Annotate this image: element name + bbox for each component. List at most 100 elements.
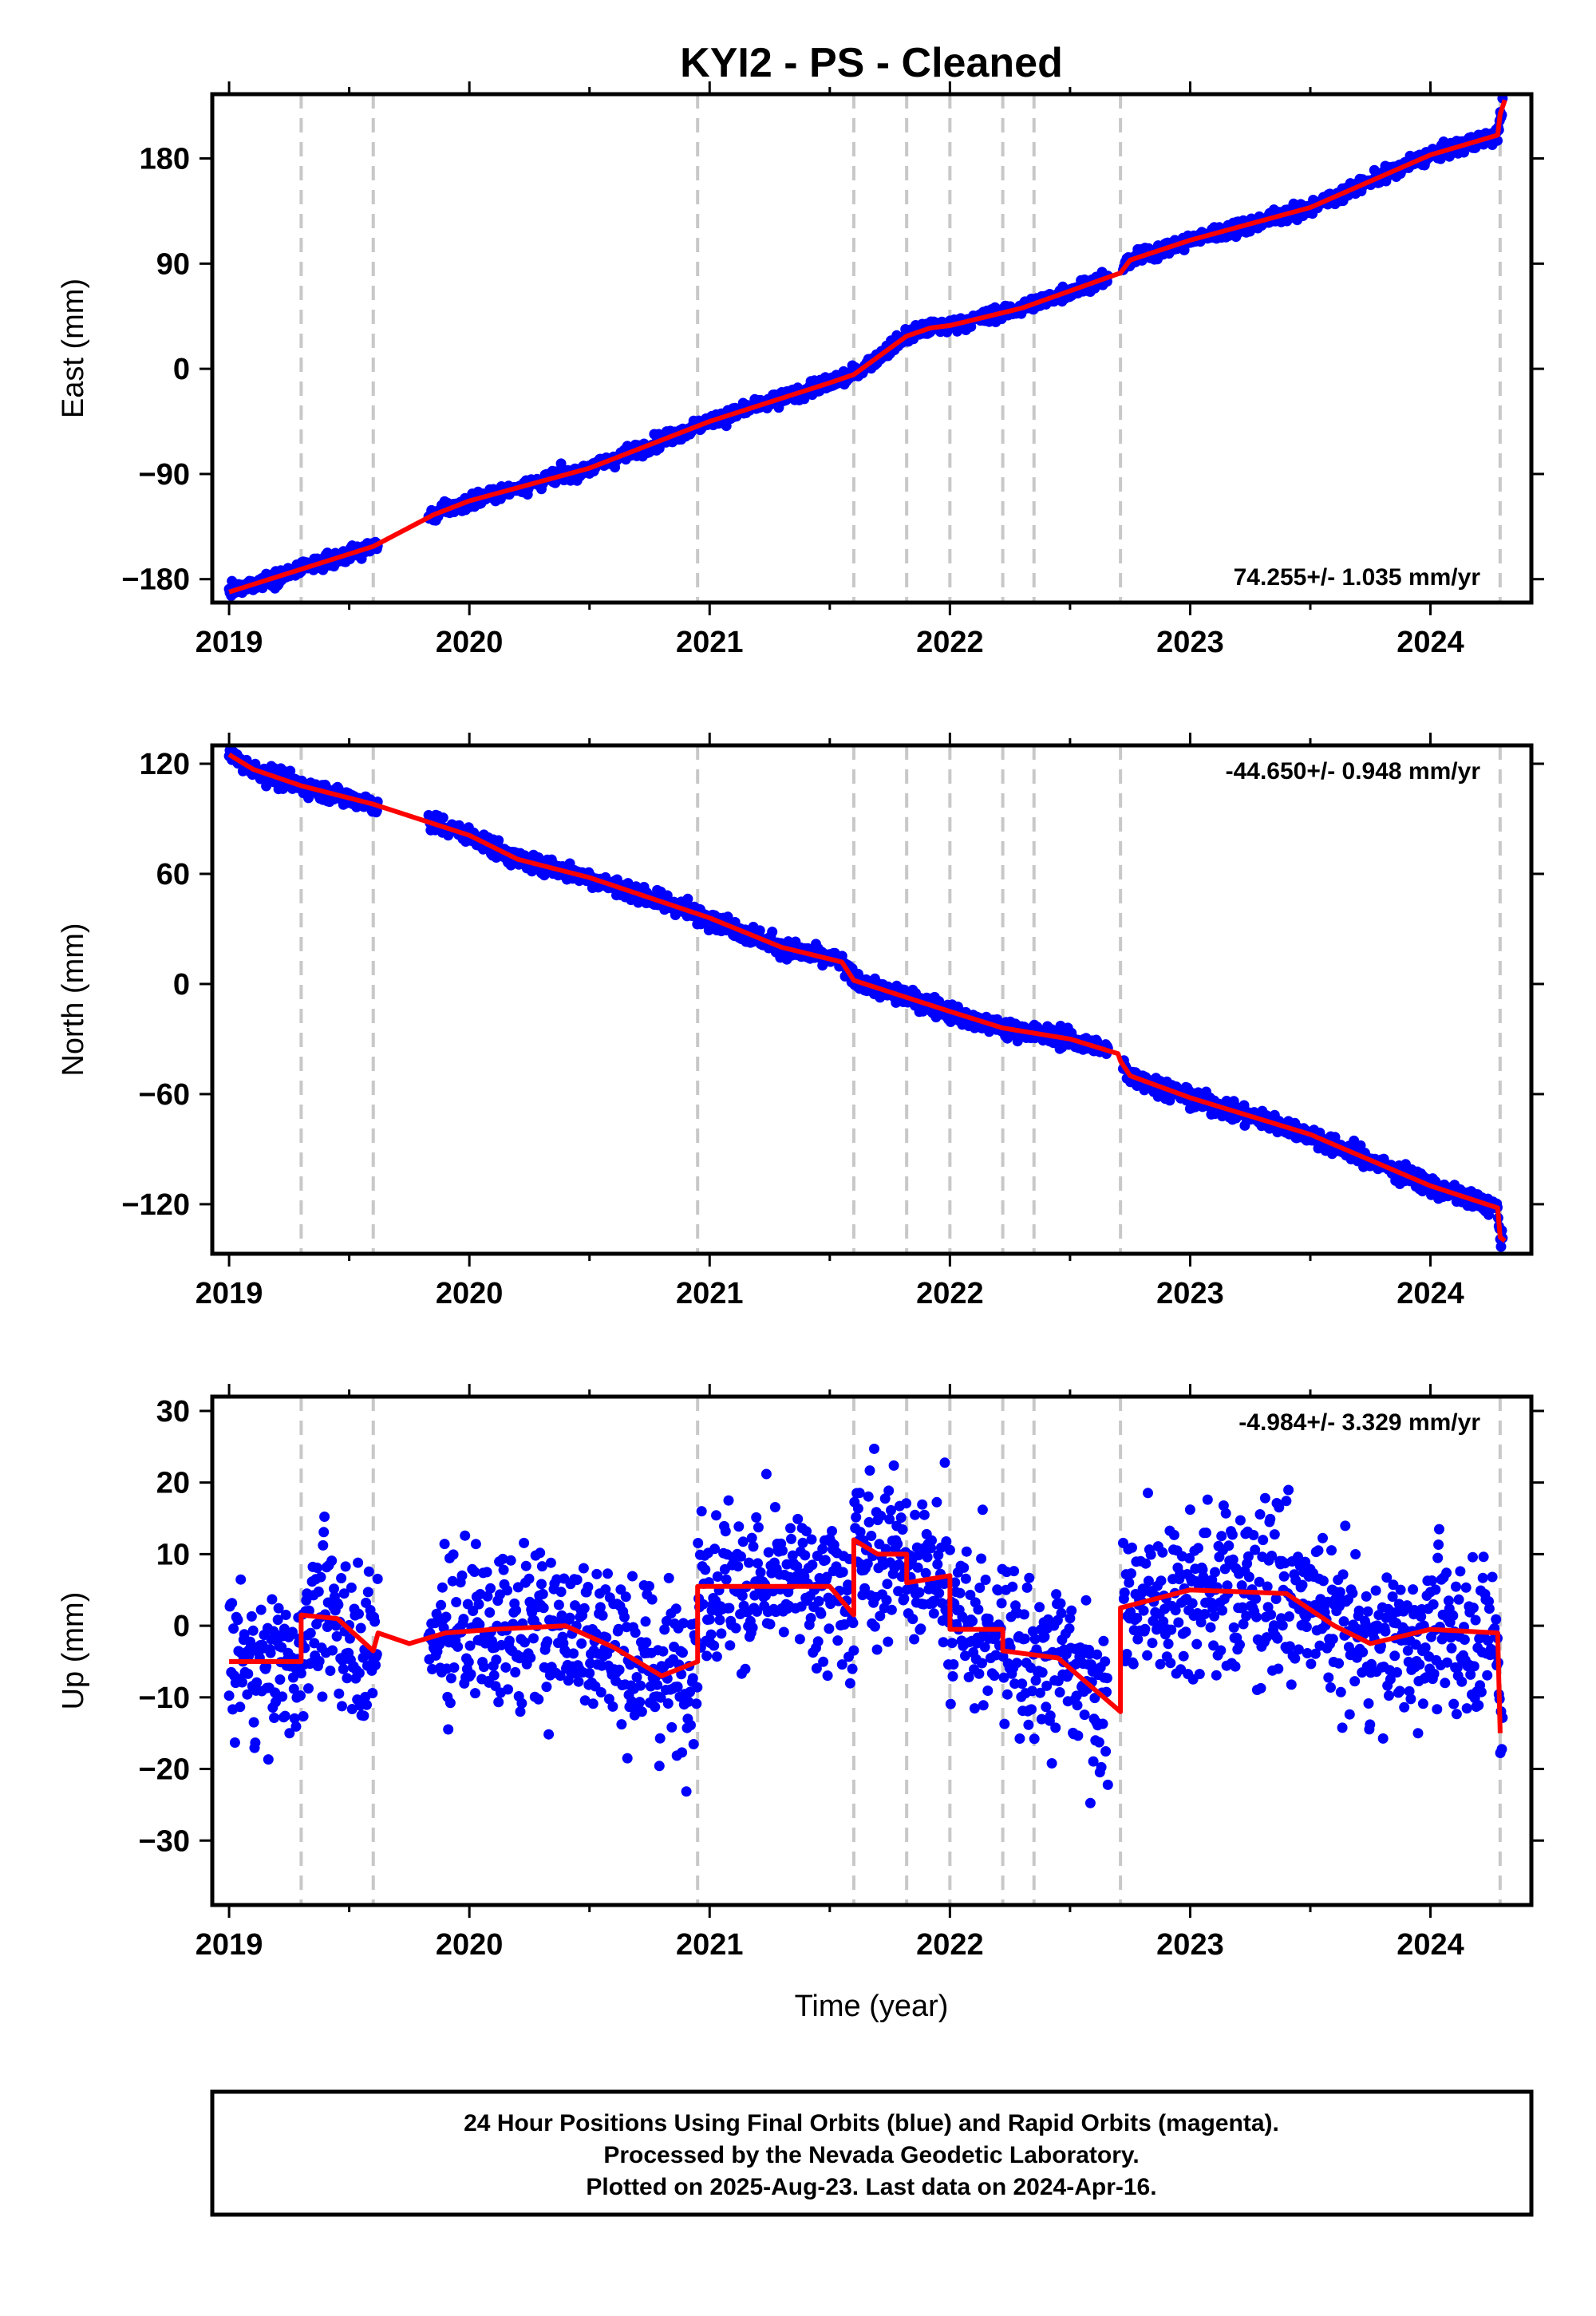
data-point	[439, 1539, 450, 1550]
data-point	[1165, 1658, 1176, 1669]
data-point	[1313, 1545, 1324, 1556]
data-point	[333, 1599, 344, 1611]
data-point	[1327, 1634, 1338, 1645]
data-point	[918, 1509, 930, 1520]
data-point	[1163, 1638, 1174, 1650]
data-point	[1250, 1544, 1261, 1555]
data-point	[555, 1587, 567, 1598]
data-point	[1187, 1598, 1198, 1609]
data-point	[792, 1561, 803, 1572]
x-tick-label: 2021	[676, 1277, 744, 1310]
data-point	[1014, 1733, 1025, 1744]
y-axis-label-east: East (mm)	[57, 279, 90, 418]
data-point	[1191, 1638, 1203, 1650]
data-point	[685, 1720, 696, 1731]
y-tick-label: 120	[140, 748, 190, 781]
data-point	[583, 1582, 594, 1592]
data-point	[1251, 1611, 1262, 1622]
data-point	[503, 1684, 513, 1695]
data-point	[807, 1559, 818, 1571]
data-point	[818, 1656, 829, 1667]
data-point	[1207, 1603, 1219, 1614]
data-point	[1270, 1594, 1282, 1604]
data-point	[1184, 1553, 1195, 1563]
data-point	[630, 1627, 641, 1638]
data-point	[346, 1582, 357, 1593]
x-tick-label: 2023	[1156, 626, 1224, 659]
data-point	[851, 1512, 862, 1523]
data-point	[469, 1567, 480, 1577]
data-point	[1001, 1689, 1013, 1700]
data-point	[313, 1586, 324, 1597]
panels-layer: 2019 2020 2021 2022 2023 2024−180−90090180Eas…	[57, 81, 1544, 1962]
data-point	[880, 1543, 891, 1555]
data-point	[630, 881, 642, 892]
data-point	[553, 1599, 564, 1611]
data-point	[1361, 1591, 1372, 1602]
data-point	[427, 1664, 438, 1674]
data-point	[1377, 1733, 1389, 1744]
data-point	[255, 1604, 267, 1615]
data-point	[662, 1698, 674, 1709]
data-point	[751, 1512, 762, 1523]
data-point	[1349, 1676, 1361, 1687]
data-point	[1021, 1582, 1033, 1593]
x-tick-label: 2024	[1396, 1277, 1464, 1310]
data-point	[661, 1615, 672, 1626]
data-point	[448, 1549, 459, 1560]
data-point	[855, 1527, 866, 1538]
data-point	[502, 1585, 513, 1596]
data-point	[755, 1567, 766, 1578]
data-point	[463, 1657, 474, 1667]
data-point	[792, 1513, 804, 1524]
data-point	[370, 1659, 381, 1670]
data-point	[1125, 1607, 1136, 1618]
data-point	[909, 1634, 920, 1645]
data-point	[369, 1616, 381, 1627]
data-point	[797, 1537, 808, 1548]
data-point	[753, 1558, 763, 1569]
data-point	[748, 1541, 759, 1552]
data-point	[752, 1606, 763, 1617]
data-point	[1310, 1648, 1321, 1659]
data-point	[516, 1697, 527, 1709]
data-point	[1334, 1587, 1345, 1598]
data-point	[525, 1652, 536, 1663]
rate-label-north: -44.650+/- 0.948 mm/yr	[1226, 758, 1481, 785]
data-point	[1096, 1761, 1107, 1773]
data-point	[714, 1614, 725, 1626]
rate-label-east: 74.255+/- 1.035 mm/yr	[1234, 564, 1481, 591]
data-point	[1326, 1545, 1337, 1556]
data-point	[232, 1614, 243, 1626]
data-point	[1093, 1737, 1104, 1748]
data-point	[978, 1700, 989, 1711]
data-point	[670, 1603, 681, 1614]
data-point	[1025, 1662, 1037, 1674]
data-point	[571, 1575, 583, 1585]
data-point	[1272, 1633, 1283, 1644]
data-point	[451, 1597, 462, 1607]
data-point	[1227, 1554, 1238, 1565]
data-point	[767, 927, 778, 938]
data-point	[678, 1647, 688, 1658]
data-point	[928, 1608, 939, 1619]
data-point	[273, 1603, 284, 1614]
data-point	[1026, 1704, 1037, 1715]
data-point	[753, 1522, 764, 1533]
data-point	[881, 1595, 892, 1606]
data-point	[1101, 1673, 1112, 1684]
data-point	[372, 1573, 383, 1584]
data-point	[235, 1574, 247, 1585]
x-tick-label: 2019	[196, 626, 263, 659]
data-point	[1273, 1663, 1284, 1674]
data-point	[511, 1605, 522, 1616]
x-tick-label: 2023	[1156, 1277, 1224, 1310]
data-point	[1340, 1520, 1351, 1531]
data-point	[464, 1640, 476, 1651]
data-point	[899, 1593, 910, 1604]
data-point	[520, 1560, 531, 1571]
model-line-east	[228, 99, 1507, 595]
data-point	[536, 1561, 547, 1572]
data-point	[334, 1688, 345, 1699]
data-point	[644, 1581, 654, 1591]
